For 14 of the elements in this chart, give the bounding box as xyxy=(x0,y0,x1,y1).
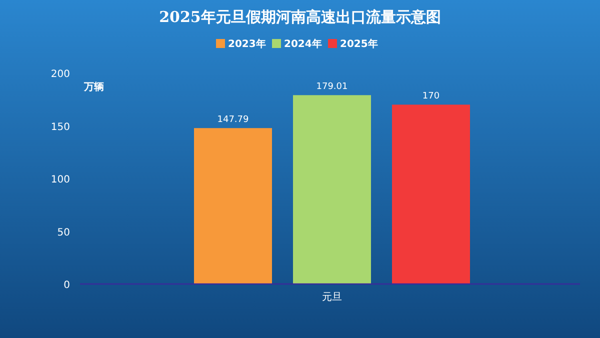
chart-title: 2025年元旦假期河南高速出口流量示意图 xyxy=(159,8,441,26)
y-tick-label: 0 xyxy=(64,280,70,291)
x-tick-label: 元旦 xyxy=(322,292,342,303)
legend-label: 2024年 xyxy=(284,38,322,50)
y-tick-label: 100 xyxy=(50,174,70,186)
data-label: 179.01 xyxy=(316,82,348,92)
y-axis-title: 万辆 xyxy=(83,81,104,93)
legend-label: 2025年 xyxy=(340,38,378,50)
y-tick-label: 200 xyxy=(50,69,70,80)
data-label: 147.79 xyxy=(217,115,250,126)
y-tick-label: 150 xyxy=(50,122,70,133)
y-tick-label: 50 xyxy=(57,227,70,238)
legend-label: 2023年 xyxy=(228,38,266,50)
data-label: 170 xyxy=(422,92,440,102)
